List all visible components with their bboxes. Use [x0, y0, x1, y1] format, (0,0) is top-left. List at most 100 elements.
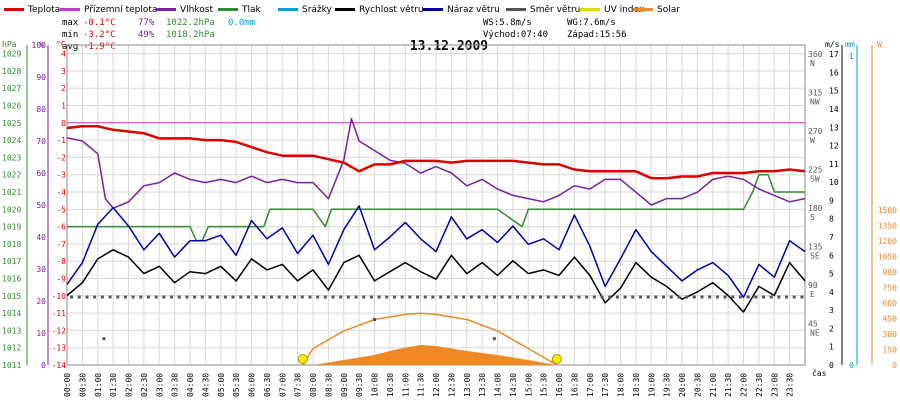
wind-dir-point	[177, 295, 181, 299]
axis-dir-tick: 315	[808, 89, 823, 98]
stat-max-label: max	[62, 18, 79, 28]
legend-label-9: Solar	[657, 5, 680, 15]
axis-time-tick: 04:00	[186, 373, 195, 397]
stat-ws: WS:5.8m/s	[483, 18, 532, 28]
axis-temp-tick: -3	[56, 171, 66, 180]
wind-dir-point	[515, 295, 519, 299]
axis-dir-label: NW	[810, 98, 820, 107]
axis-time-tick: 17:00	[586, 373, 595, 397]
wind-dir-point	[592, 295, 596, 299]
axis-time-tick: 20:30	[693, 373, 702, 397]
wind-dir-point	[623, 295, 627, 299]
axis-time-tick: 19:00	[647, 373, 656, 397]
stat-min-temp: -3.2°C	[83, 30, 116, 40]
legend-swatch-8	[580, 8, 600, 11]
wind-dir-point	[492, 337, 496, 341]
wind-dir-point	[761, 295, 765, 299]
wind-dir-point	[608, 295, 612, 299]
axis-time-tick: 17:30	[601, 373, 610, 397]
axes: hPa1029102810271026102510241023102210211…	[2, 40, 897, 397]
axis-time-tick: 11:30	[417, 373, 426, 397]
stat-min-hum: 49%	[138, 30, 155, 40]
axis-time-tick: 21:00	[709, 373, 718, 397]
wind-dir-point	[715, 295, 719, 299]
axis-w-tick: 750	[883, 284, 898, 293]
wind-dir-point	[569, 295, 573, 299]
axis-ms-tick: 14	[829, 105, 839, 114]
axis-ms-tick: 17	[829, 50, 839, 59]
wind-dir-point	[700, 295, 704, 299]
stat-max-hum: 77%	[138, 18, 155, 28]
axis-time-tick: 13:30	[478, 373, 487, 397]
axis-hpa-tick: 1024	[2, 136, 21, 145]
axis-hpa-tick: 1018	[2, 240, 21, 249]
axis-temp-tick: 3	[61, 67, 66, 76]
axis-time-tick: 07:00	[278, 373, 287, 397]
legend-label-7: Směr větru	[530, 5, 580, 15]
chart-title: 13.12.2009	[410, 39, 488, 54]
axis-dir-tick: 90	[808, 281, 818, 290]
axis-time-tick: 22:00	[740, 373, 749, 397]
wind-dir-point	[231, 295, 235, 299]
axis-w-tick: 1350	[878, 222, 897, 231]
wind-dir-point	[731, 295, 735, 299]
wind-dir-point	[416, 295, 420, 299]
axis-hpa-tick: 1011	[2, 361, 21, 370]
wind-dir-point	[677, 295, 681, 299]
axis-time-tick: 14:30	[509, 373, 518, 397]
axis-ms-tick: 10	[829, 178, 839, 187]
wind-dir-point	[346, 295, 350, 299]
wind-dir-point	[102, 337, 106, 341]
series-layer	[66, 117, 806, 366]
wind-dir-point	[123, 295, 127, 299]
wind-dir-point	[723, 295, 727, 299]
axis-time-tick: 11:00	[401, 373, 410, 397]
legend-swatch-9	[633, 8, 653, 11]
axis-time-tick: 21:30	[724, 373, 733, 397]
axis-ms-tick: 8	[829, 215, 834, 224]
wind-dir-point	[116, 295, 120, 299]
axis-hpa-tick: 1020	[2, 205, 21, 214]
axis-ms-tick: 13	[829, 123, 839, 132]
axis-time-tick: 06:30	[263, 373, 272, 397]
wind-dir-point	[216, 295, 220, 299]
axis-temp-tick: -5	[56, 205, 66, 214]
axis-pct-tick: 20	[36, 297, 46, 306]
axis-dir-label: SW	[810, 175, 820, 184]
wind-dir-point	[800, 295, 804, 299]
wind-dir-point	[277, 295, 281, 299]
series-temperature	[66, 125, 806, 180]
wind-dir-point	[254, 295, 258, 299]
wind-dir-point	[331, 295, 335, 299]
axis-hpa-tick: 1025	[2, 119, 21, 128]
wind-dir-point	[154, 295, 158, 299]
axis-temp-label: °C	[56, 40, 66, 49]
axis-ms-tick: 3	[829, 306, 834, 315]
wind-dir-point	[692, 295, 696, 299]
axis-ms-tick: 7	[829, 233, 834, 242]
wind-dir-point	[523, 295, 527, 299]
wind-dir-point	[77, 295, 81, 299]
series-wind-speed	[66, 249, 806, 313]
axis-time-tick: 19:30	[663, 373, 672, 397]
wind-dir-point	[362, 295, 366, 299]
axis-pct-tick: 10	[36, 329, 46, 338]
wind-dir-point	[208, 295, 212, 299]
series-wind-gust	[66, 205, 806, 299]
axis-mm-tick: 0	[849, 361, 854, 370]
stat-max-temp: -0.1°C	[83, 18, 116, 28]
axis-time-tick: 16:30	[570, 373, 579, 397]
axis-time-tick: 09:30	[355, 373, 364, 397]
axis-w-tick: 1050	[878, 253, 897, 262]
wind-dir-point	[262, 295, 266, 299]
time-axis-label: čas	[812, 368, 827, 378]
axis-time-tick: 08:30	[324, 373, 333, 397]
axis-pct-tick: 90	[36, 73, 46, 82]
axis-time-tick: 04:30	[201, 373, 210, 397]
axis-temp-tick: 1	[61, 102, 66, 111]
axis-temp-tick: -6	[56, 223, 66, 232]
axis-w-tick: 600	[883, 299, 898, 308]
axis-time-tick: 12:30	[447, 373, 456, 397]
axis-dir-tick: 360	[808, 50, 823, 59]
axis-hpa-label: hPa	[2, 40, 17, 49]
